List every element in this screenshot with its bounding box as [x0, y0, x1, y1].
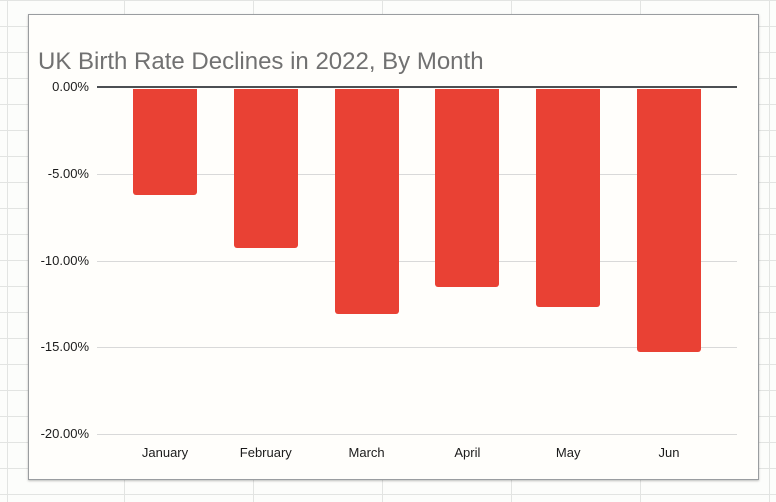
x-axis-tick-label: April: [454, 445, 481, 460]
x-axis-tick-label: March: [348, 445, 385, 460]
chart-title: UK Birth Rate Declines in 2022, By Month: [38, 48, 484, 75]
gridline: [97, 434, 737, 435]
bar-jun[interactable]: [637, 89, 701, 353]
plot-area: 0.00% -5.00% -10.00% -15.00% -20.00% January F…: [29, 15, 758, 479]
x-axis-zero-line: [97, 86, 737, 88]
x-axis-tick-label: January: [141, 445, 189, 460]
chart-card[interactable]: UK Birth Rate Declines in 2022, By Month…: [28, 14, 759, 480]
gridline: [97, 173, 737, 175]
bar-may[interactable]: [536, 89, 601, 308]
bar-february[interactable]: [233, 89, 298, 249]
y-axis-tick-label: 0.00%: [52, 79, 89, 94]
x-axis-tick-label: May: [555, 445, 581, 460]
y-axis-tick-label: -10.00%: [40, 252, 89, 268]
x-axis-tick-label: Jun: [658, 445, 680, 460]
y-axis-tick-label: -5.00%: [47, 165, 89, 181]
x-axis-tick-label: February: [239, 445, 292, 460]
gridline: [97, 260, 737, 262]
bar-april[interactable]: [435, 89, 500, 287]
grid-line-vertical: [7, 0, 8, 502]
y-axis-tick-label: -20.00%: [40, 426, 89, 441]
bar-march[interactable]: [334, 89, 399, 315]
y-axis-tick-label: -15.00%: [40, 339, 89, 355]
bar-january[interactable]: [133, 89, 197, 195]
gridline: [97, 347, 737, 349]
